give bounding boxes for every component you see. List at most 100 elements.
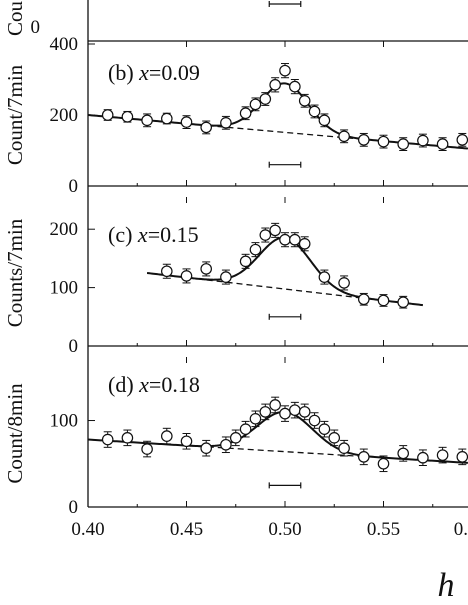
panel-d-data-point	[220, 436, 232, 454]
panel-c-data-point	[377, 294, 390, 307]
panel-d-data-point	[259, 403, 272, 421]
data-marker	[161, 430, 173, 442]
data-marker	[259, 93, 272, 105]
data-marker	[289, 404, 301, 416]
panel-b-data-point	[289, 79, 301, 95]
data-marker	[289, 80, 301, 93]
data-marker	[318, 271, 331, 283]
panel-d-data-point	[436, 446, 449, 464]
panel-b-data-point	[308, 104, 321, 119]
panel-d-data-point	[318, 420, 331, 438]
panel-b-data-point	[377, 134, 390, 149]
panel-d-data-point	[397, 445, 409, 462]
data-marker	[318, 423, 331, 435]
x-tick-label: 0.50	[268, 519, 301, 540]
data-marker	[417, 134, 429, 147]
panel-b-ytick-label: 200	[50, 105, 79, 126]
panel-c-data-point	[220, 269, 232, 285]
data-marker	[397, 138, 409, 150]
data-marker	[121, 110, 134, 123]
panel-c-data-point	[180, 268, 193, 284]
panel-b-data-point	[249, 97, 262, 112]
panel-b-data-point	[180, 115, 193, 129]
panel-d-data-point	[298, 403, 311, 421]
data-marker	[239, 255, 252, 268]
panel-d-fit-curve	[87, 410, 468, 464]
panel-c-data-point	[200, 261, 212, 277]
panel-d-data-point	[357, 448, 370, 466]
data-marker	[377, 135, 390, 148]
panel-d-label-value: =0.18	[149, 372, 200, 397]
panel-c-data-point	[279, 232, 291, 248]
panel-b-ylabel: Count/7min	[3, 64, 27, 165]
data-marker	[377, 294, 390, 307]
panel-b-data-point	[161, 112, 173, 125]
panel-c-data-point	[161, 263, 173, 279]
panel-c-data-point	[397, 295, 409, 309]
panel-c-data-point	[289, 232, 301, 248]
data-marker	[377, 457, 390, 470]
panel-b-data-point	[436, 137, 449, 151]
panel-d-data-point	[269, 396, 281, 414]
data-marker	[338, 277, 350, 289]
data-marker	[161, 112, 173, 125]
data-marker	[269, 399, 281, 411]
panel-a-ytick-0: 0	[31, 17, 41, 38]
x-tick-label: 0.45	[170, 519, 203, 540]
data-marker	[298, 406, 311, 418]
data-marker	[239, 423, 252, 435]
data-marker	[357, 451, 370, 463]
data-marker	[357, 293, 370, 306]
panel-d-data-point	[279, 405, 291, 422]
panel-d-data-point	[249, 410, 262, 428]
data-marker	[298, 95, 311, 107]
panel-d-data-point	[141, 440, 153, 458]
panel-b-data-point	[456, 132, 468, 147]
panel-c-ytick-label: 0	[69, 336, 79, 357]
panel-b-data-point	[298, 93, 311, 108]
panel-b-data-point	[279, 63, 291, 79]
x-tick-label: 0.40	[71, 519, 104, 540]
data-marker	[249, 98, 262, 111]
panel-b-data-point	[269, 77, 281, 93]
data-marker	[239, 107, 252, 120]
panel-d-label-var: x	[138, 372, 149, 397]
panel-c: 0 100 200 Counts/7min (c) x=0.15	[3, 197, 468, 357]
panel-d-data-point	[377, 455, 390, 473]
panel-d-data-point	[338, 439, 350, 457]
panel-a: Cou 0	[3, 0, 468, 42]
data-marker	[279, 64, 291, 77]
data-marker	[328, 432, 341, 444]
panel-d-data-point	[456, 448, 468, 466]
panel-d-data-point	[417, 449, 429, 466]
data-marker	[456, 134, 468, 146]
data-marker	[101, 109, 114, 121]
data-marker	[417, 451, 429, 464]
panel-d-data-point	[180, 433, 193, 450]
panel-b-data-point	[357, 132, 370, 147]
panel-c-data-point	[318, 269, 331, 285]
data-marker	[338, 442, 350, 454]
panel-c-data-point	[338, 275, 350, 291]
data-marker	[229, 432, 242, 444]
panel-c-ylabel: Counts/7min	[3, 218, 27, 327]
panel-d-data-point	[308, 412, 321, 429]
panel-b-data-point	[200, 120, 212, 135]
panel-b-label-prefix: (b)	[108, 60, 139, 85]
data-marker	[269, 224, 281, 237]
panel-c-label-var: x	[137, 222, 148, 247]
data-marker	[161, 265, 173, 278]
data-marker	[200, 263, 212, 275]
data-marker	[279, 233, 291, 246]
panel-b: 0 200 400 Count/7min (b) x=0.09	[3, 34, 468, 197]
panel-d-ytick-label: 100	[50, 411, 79, 432]
panel-d-data-point	[229, 429, 242, 447]
panel-c-data-point	[298, 236, 311, 252]
panel-b-data-point	[121, 110, 134, 123]
data-marker	[180, 270, 193, 282]
data-marker	[318, 114, 331, 127]
x-tick-label: 0.55	[367, 519, 400, 540]
panel-b-ytick-label: 0	[69, 176, 79, 197]
data-marker	[121, 432, 134, 444]
